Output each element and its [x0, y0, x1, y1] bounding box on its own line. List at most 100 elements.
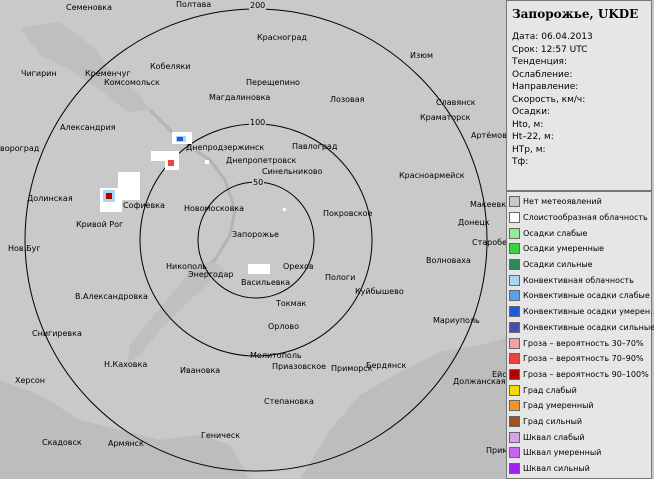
- city-label: Степановка: [264, 397, 314, 406]
- legend-swatch: [509, 368, 520, 380]
- legend-item: Конвективная облачность: [509, 272, 649, 288]
- city-label: Полтава: [176, 0, 212, 9]
- legend-item: Осадки слабые: [509, 225, 649, 241]
- legend-swatch: [509, 463, 520, 475]
- station-field-label: Направление:: [512, 82, 579, 92]
- legend-item: Шквал сильный: [509, 461, 649, 477]
- city-label: Должанская: [453, 377, 506, 386]
- legend-swatch: [509, 306, 520, 318]
- station-field-label: Дата:: [512, 32, 539, 42]
- station-field-value: 12:57 UTC: [540, 44, 588, 55]
- legend-item: Град сильный: [509, 414, 649, 430]
- city-label: Кременчуг: [85, 69, 131, 78]
- legend-label: Нет метеоявлений: [523, 197, 602, 207]
- station-field-row: Тф:: [512, 156, 646, 169]
- city-label: Краматорск: [420, 113, 471, 122]
- station-field-row: Осадки:: [512, 106, 646, 119]
- city-label: Днепропетровск: [226, 156, 297, 165]
- legend-item: Шквал слабый: [509, 429, 649, 445]
- echo-convective-moderate: [177, 137, 183, 141]
- city-label: Волноваха: [426, 256, 471, 265]
- city-label: Магдалиновка: [209, 93, 271, 102]
- legend-swatch: [509, 274, 520, 286]
- echo-stratiform: [248, 264, 270, 274]
- city-label: Примо: [486, 446, 506, 455]
- echo-stratiform: [118, 172, 140, 200]
- station-field-label: Тенденция:: [512, 57, 567, 67]
- city-label: Орлово: [268, 322, 299, 331]
- legend-swatch: [509, 290, 520, 302]
- legend-swatch: [509, 196, 520, 208]
- legend-item: Осадки сильные: [509, 257, 649, 273]
- legend-label: Шквал умеренный: [523, 448, 602, 458]
- city-label: Изюм: [410, 51, 434, 60]
- station-field-row: Тенденция:: [512, 56, 646, 69]
- station-field-label: Срок:: [512, 44, 538, 55]
- city-label: Бердянск: [366, 361, 407, 370]
- city-label: Армянск: [108, 439, 144, 448]
- station-field-label: Hto, м:: [512, 119, 544, 130]
- city-label: Херсон: [15, 376, 46, 385]
- city-label: В.Александровка: [75, 292, 148, 301]
- legend-swatch: [509, 415, 520, 427]
- legend-item: Осадки умеренные: [509, 241, 649, 257]
- echo-thunder-70: [168, 160, 174, 166]
- legend-swatch: [509, 431, 520, 443]
- city-label: Александрия: [60, 123, 116, 132]
- legend-item: Конвективные осадки слабые: [509, 288, 650, 304]
- station-field-label: HTр, м:: [512, 144, 546, 155]
- city-label: Орехов: [283, 262, 314, 271]
- city-label: Запорожье: [232, 230, 279, 239]
- station-fields: Дата: 06.04.2013 Срок: 12:57 UTC Тенденция…: [512, 31, 646, 169]
- city-label: Артёмовск: [471, 131, 506, 140]
- city-label: Н.Каховка: [104, 360, 148, 369]
- city-label: вороград: [0, 144, 40, 153]
- legend-label: Конвективные осадки умерен.: [523, 307, 653, 317]
- station-field-row: Ослабление:: [512, 69, 646, 82]
- legend-swatch: [509, 259, 520, 271]
- kakhovka-reservoir: [128, 262, 225, 362]
- legend-label: Гроза – вероятность 90–100%: [523, 369, 649, 379]
- city-label: Новомосковка: [184, 204, 245, 213]
- city-label: Донецк: [458, 218, 490, 227]
- radar-map[interactable]: 200 100 50 Семеновка Полтава Красноград …: [0, 0, 506, 479]
- legend-label: Град умеренный: [523, 401, 594, 411]
- city-label: Кривой Рог: [76, 220, 124, 229]
- range-label-100: 100: [249, 118, 267, 127]
- station-field-row: HTр, м:: [512, 144, 646, 157]
- legend-label: Слоистообразная облачность: [523, 213, 648, 223]
- city-label: Скадовск: [42, 438, 82, 447]
- legend-label: Осадки сильные: [523, 260, 593, 270]
- legend-label: Конвективные осадки сильные: [523, 322, 654, 332]
- range-label-50: 50: [252, 178, 265, 187]
- legend-swatch: [509, 384, 520, 396]
- legend-label: Шквал слабый: [523, 432, 585, 442]
- legend-item: Гроза – вероятность 30–70%: [509, 335, 649, 351]
- city-label: Мелитополь: [250, 351, 302, 360]
- legend-swatch: [509, 447, 520, 459]
- station-field-row: Направление:: [512, 81, 646, 94]
- radar-map-graphics: [0, 8, 506, 479]
- city-label: Энергодар: [188, 270, 234, 279]
- city-label: Семеновка: [66, 3, 113, 12]
- legend-label: Осадки слабые: [523, 228, 588, 238]
- legend-item: Шквал умеренный: [509, 445, 649, 461]
- legend-label: Шквал сильный: [523, 464, 590, 474]
- city-label: Мариуполь: [433, 316, 480, 325]
- range-label-200: 200: [249, 1, 267, 10]
- station-field-label: Осадки:: [512, 107, 551, 117]
- legend-swatch: [509, 321, 520, 333]
- city-label: Софиевка: [123, 201, 165, 210]
- legend-item: Нет метеоявлений: [509, 194, 649, 210]
- city-label: Васильевка: [241, 278, 291, 287]
- dnieper-reservoir-north: [20, 22, 150, 112]
- station-info-panel: Запорожье, UKDE Дата: 06.04.2013 Срок: 12…: [506, 0, 652, 191]
- legend-label: Град сильный: [523, 416, 583, 426]
- station-field-row: Дата: 06.04.2013: [512, 31, 646, 44]
- city-label: Макеевка: [470, 200, 506, 209]
- city-label: Красноград: [257, 33, 307, 42]
- legend-label: Град слабый: [523, 385, 577, 395]
- echo-stratiform: [151, 151, 179, 161]
- legend-item: Конвективные осадки умерен.: [509, 304, 653, 320]
- legend-item: Гроза – вероятность 70–90%: [509, 351, 649, 367]
